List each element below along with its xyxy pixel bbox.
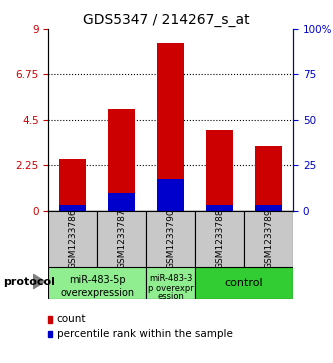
Bar — [255, 146, 282, 211]
Text: miR-483-3: miR-483-3 — [149, 274, 192, 283]
Bar — [146, 211, 195, 267]
Bar — [255, 205, 282, 211]
Text: GDS5347 / 214267_s_at: GDS5347 / 214267_s_at — [83, 13, 250, 27]
Bar — [59, 205, 86, 211]
Text: GSM1233787: GSM1233787 — [117, 208, 126, 269]
Bar — [97, 211, 146, 267]
Text: overexpression: overexpression — [60, 288, 134, 298]
Bar — [244, 211, 293, 267]
Text: p overexpr: p overexpr — [148, 284, 193, 293]
Bar — [195, 267, 293, 299]
Bar — [206, 205, 233, 211]
Bar — [108, 193, 135, 211]
Text: GSM1233789: GSM1233789 — [264, 208, 273, 269]
Bar — [195, 211, 244, 267]
Text: GSM1233790: GSM1233790 — [166, 208, 175, 269]
Text: control: control — [225, 278, 263, 288]
Bar — [146, 267, 195, 299]
Bar — [108, 109, 135, 211]
Text: ession: ession — [157, 292, 184, 301]
Text: percentile rank within the sample: percentile rank within the sample — [57, 329, 232, 339]
Bar — [157, 179, 184, 211]
Bar — [48, 267, 146, 299]
Text: GSM1233786: GSM1233786 — [68, 208, 77, 269]
Bar — [206, 130, 233, 211]
Text: miR-483-5p: miR-483-5p — [69, 275, 126, 285]
Text: protocol: protocol — [3, 277, 55, 286]
Text: count: count — [57, 314, 86, 325]
Bar — [59, 159, 86, 211]
Bar — [157, 43, 184, 211]
Polygon shape — [33, 274, 45, 289]
Text: GSM1233788: GSM1233788 — [215, 208, 224, 269]
Bar — [48, 211, 97, 267]
